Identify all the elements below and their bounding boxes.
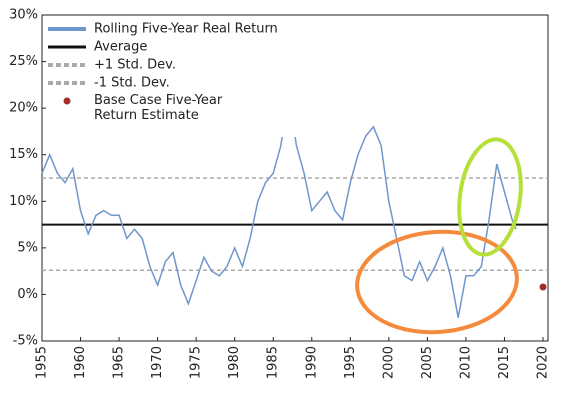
x-tick-label: 2005 [420,346,435,379]
x-tick-label: 2020 [536,346,551,379]
x-tick-label: 1980 [227,346,242,379]
x-tick-label: 2015 [497,346,512,379]
legend-label: -1 Std. Dev. [94,76,170,91]
orange-annotation [355,229,519,335]
x-tick-label: 1995 [343,346,358,379]
y-tick-label: 0% [17,287,38,302]
series-line [41,94,517,318]
legend-label: Base Case Five-Year Return Estimate [94,93,223,123]
y-tick-label: 25% [9,54,38,69]
x-tick-label: 2000 [381,346,396,379]
y-tick-label: 10% [9,194,38,209]
legend-label: Rolling Five-Year Real Return [94,22,278,37]
x-tick-label: 1975 [189,346,204,379]
y-tick-label: 20% [9,101,38,116]
x-tick-label: 2010 [458,346,473,379]
y-tick-label: -5% [13,334,38,349]
green-annotation [457,137,523,257]
x-tick-label: 1960 [73,346,88,379]
legend-swatch [63,97,71,105]
legend-box [46,19,316,137]
x-tick-label: 1955 [35,346,50,379]
y-tick-label: 5% [17,240,38,255]
legend-label: +1 Std. Dev. [94,58,176,73]
legend-label: Average [94,40,147,55]
y-tick-label: 30% [9,8,38,23]
x-tick-label: 1985 [266,346,281,379]
estimate-point [539,283,547,291]
y-tick-label: 15% [9,147,38,162]
x-tick-label: 1970 [150,346,165,379]
x-tick-label: 1965 [112,346,127,379]
x-tick-label: 1990 [304,346,319,379]
